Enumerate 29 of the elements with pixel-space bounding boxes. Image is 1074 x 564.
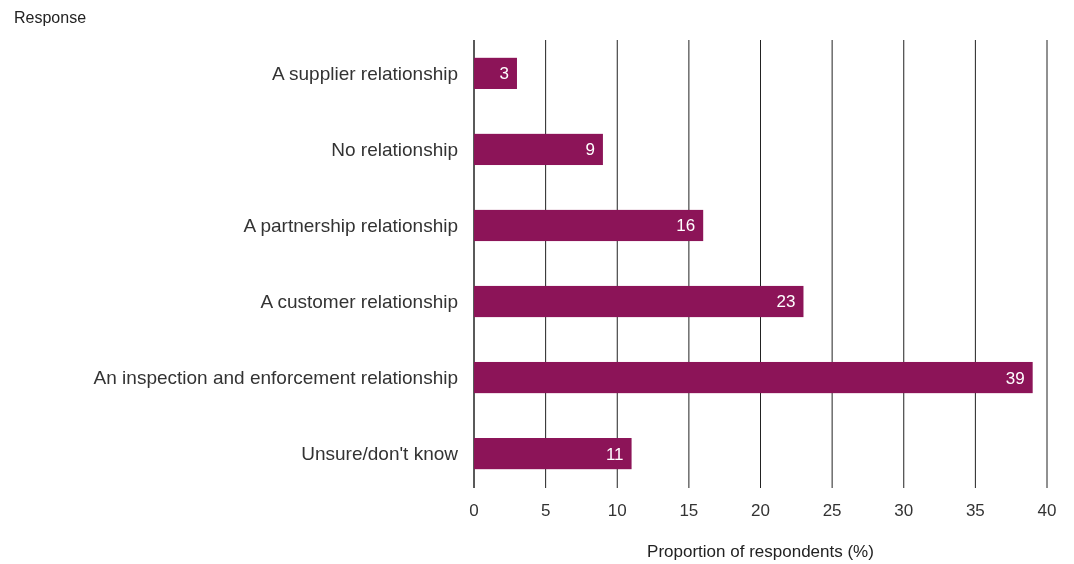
y-tick-label: No relationship [331, 139, 458, 161]
bar [474, 133, 603, 166]
data-label: 3 [499, 64, 509, 84]
data-label: 9 [585, 140, 595, 160]
y-tick-label: A supplier relationship [272, 63, 458, 85]
y-tick-label: An inspection and enforcement relationship [93, 367, 458, 389]
data-label: 16 [676, 216, 696, 236]
x-tick-label: 25 [822, 501, 842, 520]
x-tick-label: 20 [751, 501, 770, 520]
bar [474, 209, 704, 242]
data-label: 23 [776, 292, 796, 312]
bar [474, 361, 1033, 394]
data-label: 11 [605, 444, 624, 464]
y-axis-title: Response [14, 9, 87, 26]
y-tick-label: Unsure/don't know [301, 443, 459, 465]
x-tick-label: 10 [607, 501, 627, 520]
x-tick-label: 30 [894, 501, 914, 520]
x-tick-label: 40 [1037, 501, 1057, 520]
y-tick-label: A partnership relationship [243, 215, 458, 237]
y-tick-label: A customer relationship [260, 291, 458, 313]
x-axis-title: Proportion of respondents (%) [647, 542, 874, 561]
x-tick-label: 0 [469, 501, 479, 520]
x-tick-label: 35 [965, 501, 985, 520]
bar [474, 285, 804, 318]
bar [474, 57, 517, 89]
x-tick-label: 5 [540, 501, 551, 520]
data-label: 39 [1005, 368, 1025, 388]
x-tick-label: 15 [679, 501, 699, 520]
bar [474, 438, 632, 470]
